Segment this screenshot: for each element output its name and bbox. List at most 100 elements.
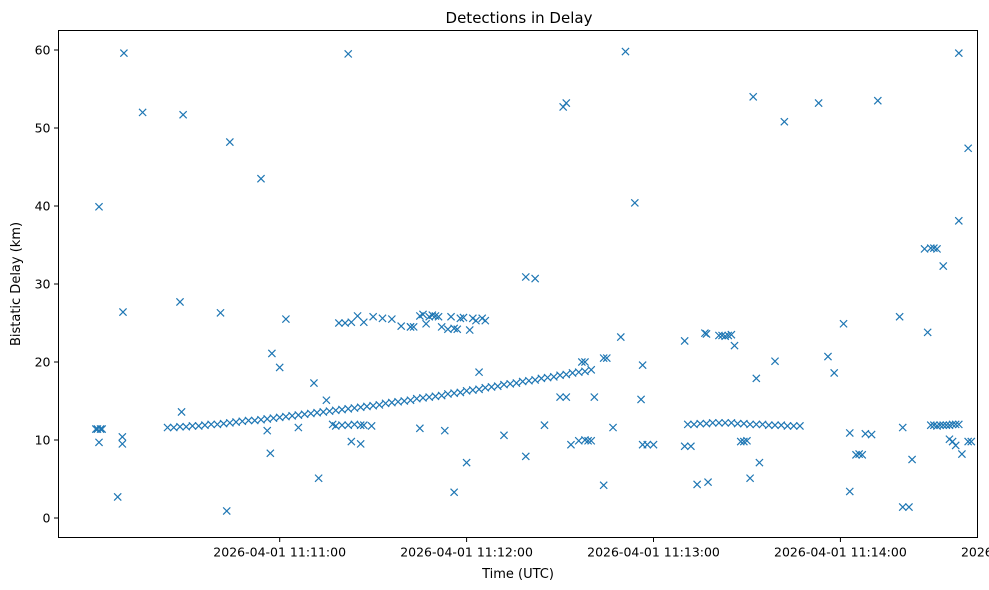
- data-point: [855, 450, 864, 459]
- data-point: [94, 202, 104, 211]
- data-point: [499, 431, 509, 440]
- data-point: [584, 436, 593, 445]
- data-point: [566, 440, 575, 449]
- data-point: [714, 418, 723, 427]
- data-point: [437, 391, 446, 400]
- data-point: [225, 138, 234, 147]
- data-point: [347, 437, 356, 446]
- data-point: [375, 400, 384, 409]
- data-point: [929, 421, 938, 430]
- data-point: [587, 436, 596, 445]
- data-point: [770, 421, 780, 430]
- data-point: [244, 416, 253, 425]
- data-point: [724, 331, 733, 340]
- data-point: [440, 426, 449, 435]
- data-point: [621, 47, 630, 56]
- data-point: [721, 332, 730, 341]
- data-point: [898, 423, 907, 432]
- data-point: [493, 382, 502, 391]
- data-point: [951, 441, 960, 450]
- data-point: [118, 432, 127, 441]
- data-point: [450, 488, 459, 497]
- data-point: [643, 440, 652, 449]
- data-point: [471, 316, 480, 325]
- data-point: [967, 437, 976, 446]
- data-point: [222, 506, 231, 516]
- data-point: [267, 349, 276, 358]
- data-point: [577, 357, 586, 367]
- data-point: [696, 419, 705, 428]
- data-point: [680, 336, 689, 345]
- data-point: [406, 322, 415, 331]
- data-point: [638, 361, 647, 370]
- data-point: [964, 437, 973, 446]
- data-point: [266, 449, 275, 458]
- data-point: [549, 372, 558, 381]
- data-point: [752, 420, 761, 429]
- data-point: [954, 49, 963, 58]
- data-point: [434, 312, 443, 321]
- data-point: [422, 319, 431, 328]
- data-point: [521, 272, 530, 282]
- y-tick-label: 60: [35, 43, 51, 58]
- data-point: [356, 439, 365, 448]
- data-point: [608, 423, 618, 432]
- data-point: [904, 503, 913, 512]
- data-point: [727, 330, 736, 339]
- data-point: [599, 481, 608, 490]
- data-point: [845, 428, 854, 438]
- data-point: [693, 480, 702, 489]
- data-point: [322, 396, 331, 405]
- data-point: [562, 393, 571, 402]
- data-point: [359, 318, 368, 327]
- data-point: [465, 325, 474, 335]
- data-point: [951, 420, 960, 429]
- data-point: [359, 421, 368, 430]
- data-point: [428, 311, 437, 320]
- data-point: [163, 423, 172, 432]
- data-point: [562, 99, 571, 108]
- data-point: [309, 379, 318, 388]
- data-point: [686, 442, 695, 451]
- y-axis: 0 10 20 30 40 50 60: [35, 43, 59, 526]
- data-point: [459, 313, 468, 322]
- data-point: [649, 440, 658, 449]
- data-point: [839, 319, 848, 328]
- data-point: [531, 274, 540, 283]
- data-point: [119, 49, 128, 58]
- data-point: [721, 418, 730, 427]
- data-point: [823, 352, 832, 361]
- data-point: [708, 418, 717, 427]
- data-point: [177, 407, 186, 416]
- data-point: [908, 455, 917, 464]
- data-point: [431, 311, 440, 321]
- data-point: [369, 312, 378, 321]
- data-point: [540, 421, 549, 430]
- x-tick-label: 2026-04-01 11:14:00: [774, 545, 907, 560]
- plot-area: [91, 47, 976, 516]
- data-point: [397, 322, 406, 331]
- x-axis-label: Time (UTC): [481, 567, 554, 582]
- data-point: [113, 492, 122, 501]
- data-point: [599, 354, 608, 363]
- data-point: [730, 341, 739, 350]
- data-point: [718, 331, 727, 340]
- data-point: [256, 174, 266, 183]
- chart-title: Detections in Delay: [446, 9, 593, 27]
- data-point: [590, 393, 599, 402]
- data-point: [948, 420, 957, 429]
- y-tick-label: 40: [35, 199, 51, 214]
- data-point: [746, 474, 755, 483]
- data-point: [858, 450, 867, 459]
- data-point: [475, 385, 484, 394]
- x-tick-label: 2026-04-01 11:13:00: [587, 545, 720, 560]
- data-point: [830, 368, 839, 377]
- data-point: [742, 436, 751, 445]
- data-point: [94, 438, 104, 447]
- data-point: [314, 474, 323, 483]
- data-point: [353, 311, 362, 321]
- data-point: [580, 357, 590, 367]
- data-point: [207, 420, 216, 429]
- data-point: [334, 318, 343, 328]
- data-point: [175, 422, 185, 431]
